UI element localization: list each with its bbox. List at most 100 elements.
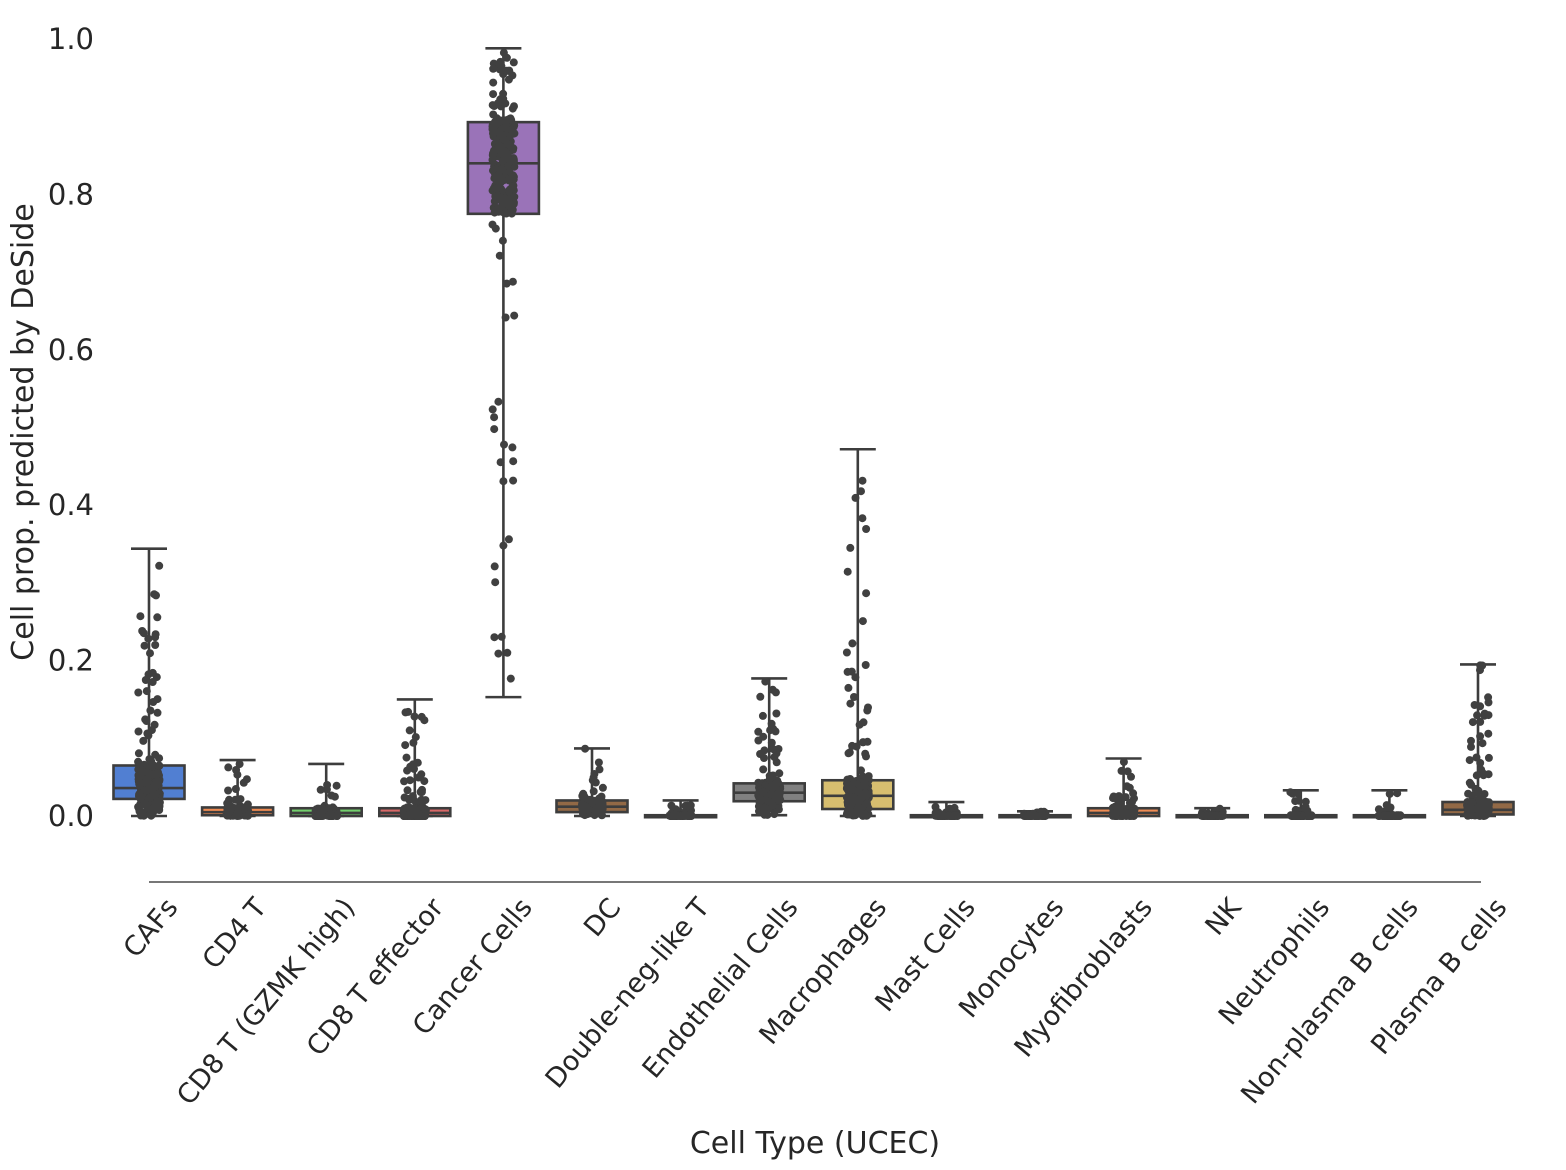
y-tick-label: 1.0	[48, 22, 94, 56]
strip-point	[754, 727, 763, 736]
y-axis-label: Cell prop. predicted by DeSide	[6, 203, 41, 660]
strip-point	[417, 788, 426, 797]
strip-point	[1119, 757, 1128, 766]
strip-point	[1483, 801, 1492, 810]
strip-point	[1379, 812, 1388, 820]
strip-point	[153, 613, 162, 622]
strip-point	[861, 749, 870, 758]
strip-point	[509, 155, 518, 164]
strip-point	[224, 786, 233, 795]
strip-point	[232, 766, 241, 774]
strip-point	[765, 774, 774, 783]
strip-point	[499, 477, 508, 486]
strip-point	[1479, 771, 1488, 780]
strip-point	[410, 712, 419, 721]
strip-point	[1476, 759, 1485, 767]
strip-point	[858, 476, 867, 485]
strip-point	[420, 716, 429, 725]
strip-point	[598, 800, 607, 808]
strip-point	[141, 676, 150, 684]
strip-point	[151, 750, 160, 759]
strip-point	[1478, 739, 1487, 748]
strip-point	[153, 770, 162, 778]
strip-point	[325, 811, 334, 820]
x-tick-label: Non-plasma B cells	[1235, 893, 1425, 1110]
strip-point	[147, 726, 156, 735]
strip-point	[842, 784, 851, 793]
strip-point	[509, 58, 518, 67]
strip-point	[142, 717, 151, 725]
strip-point	[767, 738, 776, 747]
strip-point	[503, 200, 512, 209]
strip-point	[490, 174, 499, 183]
strip-point	[146, 649, 154, 658]
x-tick-label: DC	[578, 893, 627, 943]
strip-point	[509, 476, 518, 485]
strip-point	[590, 811, 599, 820]
strip-point	[760, 746, 769, 755]
strip-point	[495, 117, 504, 126]
strip-point	[496, 57, 505, 66]
x-tick-label: CAFs	[118, 893, 185, 964]
strip-point	[1467, 798, 1476, 807]
strip-point	[1474, 802, 1483, 811]
strip-point	[1484, 698, 1493, 707]
strip-point	[1476, 702, 1485, 711]
strip-point	[1478, 811, 1487, 820]
strip-point	[147, 785, 155, 793]
strip-point	[316, 810, 325, 818]
strip-point	[488, 156, 497, 164]
strip-point	[771, 688, 780, 697]
strip-point	[848, 639, 857, 648]
strip-point	[847, 667, 856, 676]
strip-point	[136, 794, 145, 803]
strip-point	[144, 634, 153, 643]
strip-point	[231, 795, 240, 804]
strip-point	[931, 802, 940, 811]
strip-point	[134, 775, 143, 784]
strip-point	[134, 688, 143, 697]
strip-point	[864, 703, 872, 712]
strip-point	[322, 785, 331, 794]
strip-point	[772, 758, 781, 767]
strip-point	[316, 785, 325, 794]
strip-point	[1109, 794, 1117, 803]
strip-point	[686, 801, 695, 810]
strip-point	[490, 562, 499, 571]
strip-point	[761, 677, 770, 686]
strip-point	[844, 683, 853, 692]
strip-point	[772, 779, 781, 788]
strip-point	[497, 143, 506, 152]
strip-point	[488, 101, 497, 110]
strip-point	[1117, 766, 1126, 775]
strip-point	[772, 709, 781, 718]
strip-point	[155, 561, 164, 570]
strip-point	[1123, 782, 1131, 791]
strip-point	[595, 765, 604, 774]
strip-point	[508, 182, 517, 191]
strip-point	[139, 736, 148, 745]
strip-point	[496, 458, 505, 467]
strip-point	[404, 810, 413, 819]
strip-point	[863, 773, 872, 782]
strip-point	[578, 801, 587, 810]
strip-point	[136, 612, 145, 621]
strip-point	[1128, 797, 1137, 806]
strip-point	[502, 53, 511, 62]
strip-point	[842, 648, 851, 657]
strip-point	[142, 687, 151, 696]
strip-point	[1484, 753, 1493, 762]
strip-point	[508, 104, 517, 113]
strip-point	[499, 135, 508, 144]
strip-point	[240, 804, 249, 813]
strip-point	[499, 541, 508, 550]
strip-point	[1301, 797, 1310, 806]
strip-point	[1113, 803, 1122, 812]
strip-point	[1123, 767, 1132, 776]
strip-point	[489, 90, 498, 99]
y-tick-label: 0.4	[48, 488, 94, 522]
strip-point	[759, 765, 768, 774]
strip-point	[145, 793, 154, 802]
strip-point	[403, 786, 412, 795]
